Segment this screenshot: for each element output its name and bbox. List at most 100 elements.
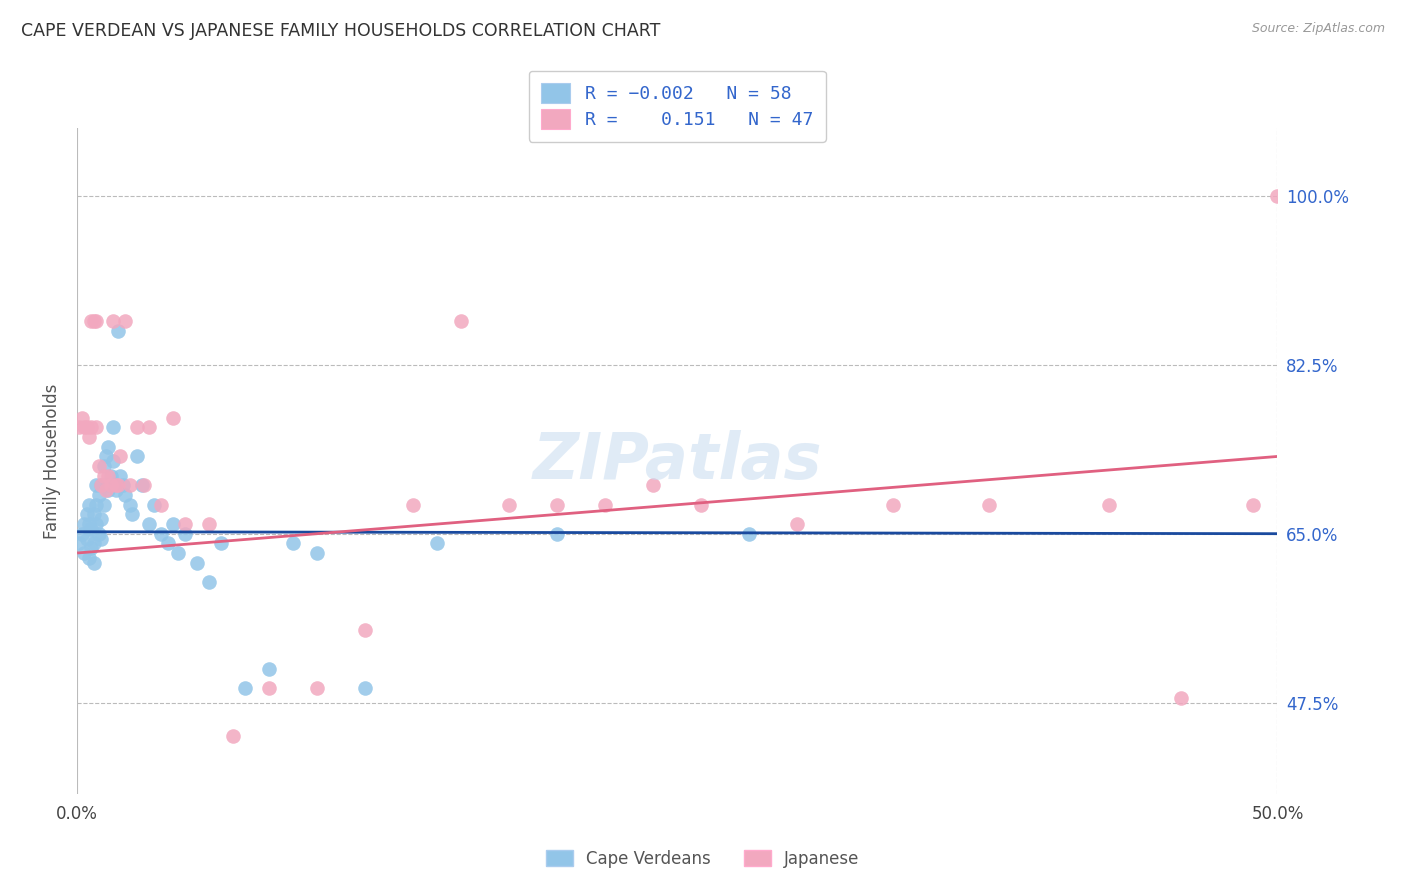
Point: [307, 681, 329, 695]
Point: [87, 526, 110, 541]
Point: [1243, 498, 1265, 512]
Point: [94, 450, 117, 464]
Point: [882, 498, 904, 512]
Point: [450, 314, 472, 328]
Point: [150, 526, 173, 541]
Point: [257, 681, 280, 695]
Point: [70, 526, 93, 541]
Point: [1098, 498, 1121, 512]
Point: [283, 536, 305, 550]
Point: [80, 420, 103, 434]
Point: [77, 550, 100, 565]
Point: [127, 450, 149, 464]
Point: [90, 478, 112, 492]
Point: [77, 516, 100, 531]
Point: [87, 459, 110, 474]
Point: [69, 420, 91, 434]
Point: [209, 536, 232, 550]
Text: ZIPatlas: ZIPatlas: [533, 430, 823, 492]
Point: [73, 546, 96, 560]
Legend: R = −0.002   N = 58, R =    0.151   N = 47: R = −0.002 N = 58, R = 0.151 N = 47: [529, 70, 825, 142]
Point: [83, 536, 105, 550]
Point: [70, 410, 93, 425]
Point: [97, 468, 120, 483]
Point: [107, 324, 129, 338]
Point: [77, 430, 100, 444]
Point: [118, 498, 141, 512]
Point: [83, 508, 105, 522]
Point: [76, 532, 98, 546]
Point: [101, 314, 124, 328]
Point: [257, 662, 280, 676]
Point: [84, 498, 107, 512]
Point: [77, 498, 100, 512]
Point: [167, 546, 190, 560]
Point: [114, 314, 136, 328]
Point: [690, 498, 713, 512]
Point: [162, 410, 184, 425]
Point: [157, 536, 180, 550]
Point: [546, 498, 568, 512]
Point: [138, 516, 160, 531]
Point: [84, 420, 107, 434]
Point: [174, 516, 197, 531]
Text: CAPE VERDEAN VS JAPANESE FAMILY HOUSEHOLDS CORRELATION CHART: CAPE VERDEAN VS JAPANESE FAMILY HOUSEHOL…: [21, 22, 661, 40]
Point: [73, 516, 96, 531]
Point: [186, 556, 208, 570]
Point: [402, 498, 425, 512]
Point: [121, 508, 143, 522]
Point: [142, 498, 165, 512]
Point: [1170, 690, 1192, 705]
Legend: Cape Verdeans, Japanese: Cape Verdeans, Japanese: [540, 844, 866, 875]
Point: [104, 483, 127, 498]
Point: [138, 420, 160, 434]
Point: [97, 440, 120, 454]
Point: [198, 574, 221, 589]
Point: [127, 420, 149, 434]
Point: [174, 526, 197, 541]
Text: Source: ZipAtlas.com: Source: ZipAtlas.com: [1251, 22, 1385, 36]
Point: [93, 468, 115, 483]
Point: [110, 468, 132, 483]
Point: [593, 498, 616, 512]
Point: [100, 478, 122, 492]
Point: [104, 478, 127, 492]
Point: [83, 314, 105, 328]
Point: [73, 420, 96, 434]
Point: [94, 483, 117, 498]
Point: [114, 488, 136, 502]
Point: [222, 730, 245, 744]
Point: [84, 314, 107, 328]
Point: [93, 459, 115, 474]
Point: [131, 478, 153, 492]
Point: [84, 478, 107, 492]
Point: [101, 420, 124, 434]
Point: [80, 522, 103, 536]
Y-axis label: Family Households: Family Households: [44, 384, 60, 539]
Point: [498, 498, 520, 512]
Point: [1267, 188, 1289, 202]
Point: [97, 483, 120, 498]
Point: [93, 498, 115, 512]
Point: [90, 478, 112, 492]
Point: [738, 526, 761, 541]
Point: [76, 508, 98, 522]
Point: [786, 516, 808, 531]
Point: [150, 498, 173, 512]
Point: [76, 420, 98, 434]
Point: [90, 532, 112, 546]
Point: [307, 546, 329, 560]
Point: [101, 454, 124, 468]
Point: [69, 536, 91, 550]
Point: [80, 314, 103, 328]
Point: [84, 516, 107, 531]
Point: [354, 624, 377, 638]
Point: [233, 681, 256, 695]
Point: [83, 556, 105, 570]
Point: [110, 450, 132, 464]
Point: [198, 516, 221, 531]
Point: [134, 478, 156, 492]
Point: [111, 478, 134, 492]
Point: [354, 681, 377, 695]
Point: [162, 516, 184, 531]
